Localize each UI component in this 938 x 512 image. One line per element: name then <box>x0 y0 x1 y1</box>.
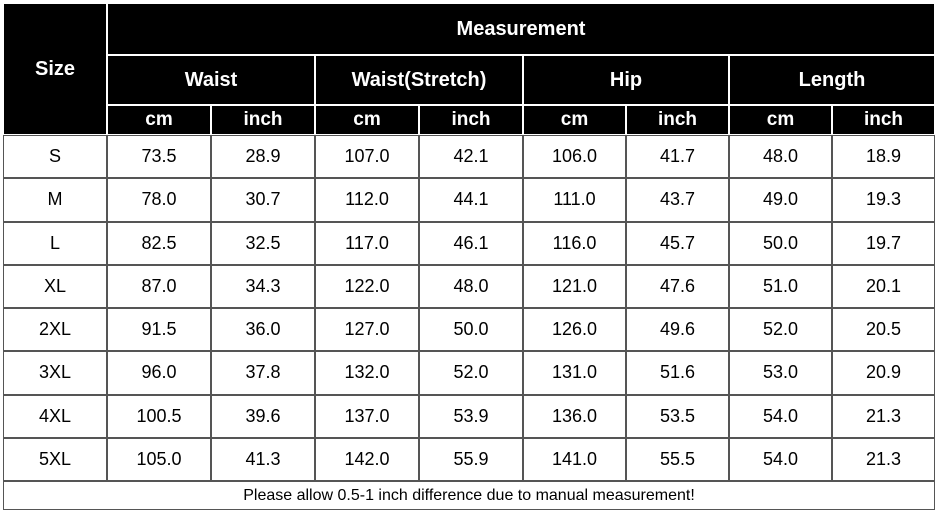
size-cell: XL <box>3 264 107 308</box>
value-cell: 96.0 <box>107 351 211 395</box>
value-cell: 111.0 <box>523 178 626 222</box>
value-cell: 52.0 <box>729 308 832 352</box>
size-cell: 5XL <box>3 437 107 481</box>
size-cell: 4XL <box>3 394 107 438</box>
footnote: Please allow 0.5-1 inch difference due t… <box>3 481 935 510</box>
value-cell: 28.9 <box>211 135 315 179</box>
value-cell: 55.9 <box>419 437 523 481</box>
value-cell: 132.0 <box>315 351 419 395</box>
unit-header: cm <box>729 105 832 135</box>
value-cell: 141.0 <box>523 437 626 481</box>
value-cell: 100.5 <box>107 394 211 438</box>
value-cell: 73.5 <box>107 135 211 179</box>
value-cell: 48.0 <box>419 264 523 308</box>
unit-header: inch <box>211 105 315 135</box>
value-cell: 19.3 <box>832 178 935 222</box>
unit-header: cm <box>315 105 419 135</box>
value-cell: 106.0 <box>523 135 626 179</box>
value-cell: 51.6 <box>626 351 729 395</box>
size-cell: M <box>3 178 107 222</box>
value-cell: 43.7 <box>626 178 729 222</box>
value-cell: 50.0 <box>729 221 832 265</box>
value-cell: 36.0 <box>211 308 315 352</box>
value-cell: 34.3 <box>211 264 315 308</box>
value-cell: 48.0 <box>729 135 832 179</box>
value-cell: 19.7 <box>832 221 935 265</box>
measurement-header: Measurement <box>107 3 935 55</box>
value-cell: 41.7 <box>626 135 729 179</box>
value-cell: 105.0 <box>107 437 211 481</box>
value-cell: 37.8 <box>211 351 315 395</box>
value-cell: 117.0 <box>315 221 419 265</box>
value-cell: 21.3 <box>832 394 935 438</box>
value-cell: 87.0 <box>107 264 211 308</box>
value-cell: 41.3 <box>211 437 315 481</box>
value-cell: 46.1 <box>419 221 523 265</box>
value-cell: 112.0 <box>315 178 419 222</box>
group-header: Waist(Stretch) <box>315 55 523 105</box>
value-cell: 53.9 <box>419 394 523 438</box>
value-cell: 142.0 <box>315 437 419 481</box>
value-cell: 20.9 <box>832 351 935 395</box>
value-cell: 20.5 <box>832 308 935 352</box>
size-cell: 2XL <box>3 308 107 352</box>
value-cell: 42.1 <box>419 135 523 179</box>
value-cell: 49.6 <box>626 308 729 352</box>
value-cell: 20.1 <box>832 264 935 308</box>
group-header: Length <box>729 55 935 105</box>
size-header: Size <box>3 3 107 135</box>
size-cell: S <box>3 135 107 179</box>
value-cell: 53.0 <box>729 351 832 395</box>
value-cell: 50.0 <box>419 308 523 352</box>
value-cell: 49.0 <box>729 178 832 222</box>
value-cell: 137.0 <box>315 394 419 438</box>
value-cell: 78.0 <box>107 178 211 222</box>
value-cell: 55.5 <box>626 437 729 481</box>
size-cell: L <box>3 221 107 265</box>
value-cell: 107.0 <box>315 135 419 179</box>
value-cell: 126.0 <box>523 308 626 352</box>
value-cell: 131.0 <box>523 351 626 395</box>
size-cell: 3XL <box>3 351 107 395</box>
value-cell: 54.0 <box>729 394 832 438</box>
unit-header: inch <box>832 105 935 135</box>
value-cell: 82.5 <box>107 221 211 265</box>
value-cell: 54.0 <box>729 437 832 481</box>
value-cell: 136.0 <box>523 394 626 438</box>
value-cell: 52.0 <box>419 351 523 395</box>
unit-header: inch <box>626 105 729 135</box>
value-cell: 47.6 <box>626 264 729 308</box>
value-cell: 121.0 <box>523 264 626 308</box>
value-cell: 116.0 <box>523 221 626 265</box>
value-cell: 51.0 <box>729 264 832 308</box>
value-cell: 39.6 <box>211 394 315 438</box>
unit-header: cm <box>107 105 211 135</box>
value-cell: 53.5 <box>626 394 729 438</box>
unit-header: inch <box>419 105 523 135</box>
value-cell: 30.7 <box>211 178 315 222</box>
value-cell: 127.0 <box>315 308 419 352</box>
group-header: Hip <box>523 55 729 105</box>
value-cell: 122.0 <box>315 264 419 308</box>
value-cell: 45.7 <box>626 221 729 265</box>
value-cell: 44.1 <box>419 178 523 222</box>
value-cell: 91.5 <box>107 308 211 352</box>
value-cell: 21.3 <box>832 437 935 481</box>
value-cell: 18.9 <box>832 135 935 179</box>
unit-header: cm <box>523 105 626 135</box>
value-cell: 32.5 <box>211 221 315 265</box>
group-header: Waist <box>107 55 315 105</box>
